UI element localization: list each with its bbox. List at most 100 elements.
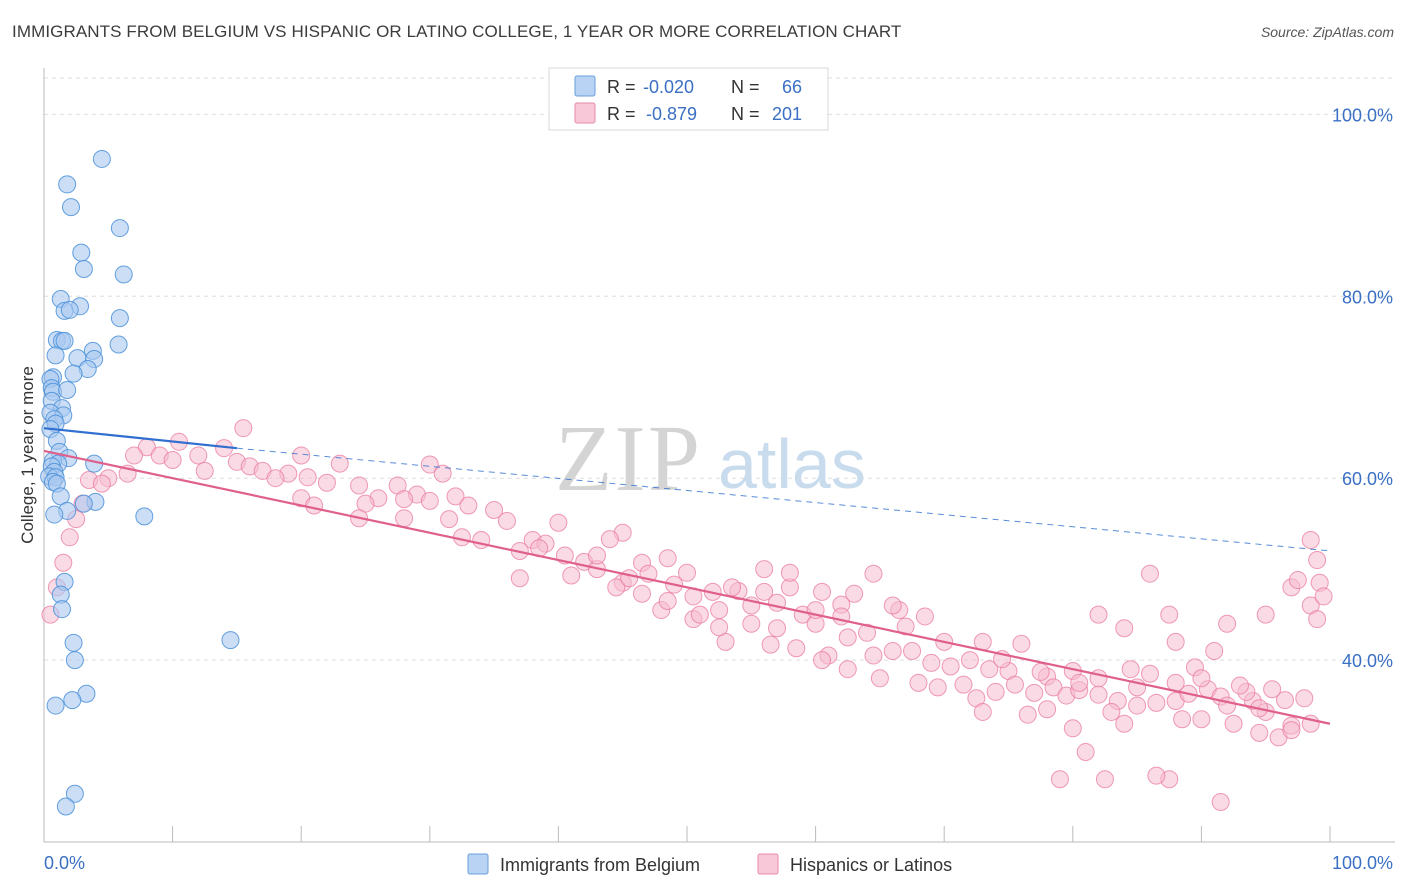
trendline-belgium-extension [236, 447, 1331, 552]
watermark-atlas: atlas [718, 425, 866, 503]
data-point-hispanics [1147, 693, 1166, 712]
legend-bottom-swatch-pink [757, 853, 779, 875]
data-point-hispanics [928, 678, 947, 697]
data-point-hispanics [1211, 792, 1230, 811]
data-point-hispanics [433, 464, 452, 483]
data-point-hispanics [658, 549, 677, 568]
y-tick-label: 40.0% [1342, 651, 1393, 671]
watermark-zip: ZIP [555, 407, 702, 511]
data-point-hispanics [1038, 700, 1057, 719]
legend-r-label-1: R = [607, 77, 636, 97]
data-point-hispanics [1050, 770, 1069, 789]
data-point-hispanics [1140, 664, 1159, 683]
data-point-hispanics [420, 491, 439, 510]
trendline-hispanics [43, 449, 1331, 725]
data-point-hispanics [459, 496, 478, 515]
data-point-hispanics [858, 623, 877, 642]
y-tick-label: 100.0% [1332, 105, 1393, 125]
data-point-hispanics [420, 455, 439, 474]
data-point-hispanics [1089, 685, 1108, 704]
data-point-hispanics [1012, 634, 1031, 653]
data-point-belgium [56, 797, 75, 816]
source-label: Source: ZipAtlas.com [1260, 24, 1394, 40]
data-point-belgium [60, 300, 79, 319]
data-point-belgium [64, 633, 83, 652]
data-point-hispanics [954, 675, 973, 694]
data-point-hispanics [292, 446, 311, 465]
data-point-hispanics [768, 619, 787, 638]
data-point-hispanics [92, 474, 111, 493]
data-point-belgium [53, 600, 72, 619]
data-point-hispanics [1275, 691, 1294, 710]
data-point-hispanics [915, 607, 934, 626]
legend-n-label-2: N = [731, 104, 760, 124]
data-point-hispanics [1095, 770, 1114, 789]
data-point-belgium [62, 198, 81, 217]
data-point-hispanics [1256, 605, 1275, 624]
data-point-hispanics [497, 511, 516, 530]
data-point-hispanics [1218, 614, 1237, 633]
data-point-hispanics [1005, 675, 1024, 694]
data-point-hispanics [813, 651, 832, 670]
data-point-hispanics [1115, 714, 1134, 733]
x-tick-label-min: 0.0% [44, 853, 85, 873]
data-point-hispanics [1025, 683, 1044, 702]
data-point-hispanics [1115, 619, 1134, 638]
data-point-belgium [65, 784, 84, 803]
chart-title: IMMIGRANTS FROM BELGIUM VS HISPANIC OR L… [12, 22, 902, 41]
data-point-hispanics [1263, 680, 1282, 699]
y-tick-label: 60.0% [1342, 469, 1393, 489]
data-point-belgium [109, 335, 128, 354]
data-point-hispanics [1288, 571, 1307, 590]
data-point-hispanics [980, 660, 999, 679]
legend-series: Immigrants from Belgium Hispanics or Lat… [467, 853, 952, 875]
data-point-hispanics [710, 601, 729, 620]
data-point-hispanics [266, 469, 285, 488]
y-axis-label: College, 1 year or more [18, 366, 37, 544]
data-point-hispanics [1250, 723, 1269, 742]
data-point-hispanics [446, 487, 465, 506]
data-point-hispanics [742, 614, 761, 633]
data-point-hispanics [395, 509, 414, 528]
data-point-hispanics [562, 566, 581, 585]
data-point-hispanics [1070, 673, 1089, 692]
data-point-belgium [46, 346, 65, 365]
data-point-hispanics [1140, 564, 1159, 583]
data-point-hispanics [1308, 551, 1327, 570]
x-tick-label-max: 100.0% [1332, 853, 1393, 873]
legend-n-value-1: 66 [782, 77, 802, 97]
data-point-hispanics [600, 530, 619, 549]
data-point-hispanics [305, 496, 324, 515]
data-point-hispanics [761, 635, 780, 654]
data-point-hispanics [903, 642, 922, 660]
data-point-belgium [74, 494, 93, 513]
legend-bottom-swatch-blue [467, 853, 489, 875]
data-point-hispanics [330, 454, 349, 473]
data-point-belgium [55, 331, 74, 350]
data-point-hispanics [755, 582, 774, 601]
data-point-hispanics [787, 639, 806, 658]
data-point-hispanics [723, 578, 742, 597]
series-belgium-points [40, 149, 240, 816]
legend-series-hispanics: Hispanics or Latinos [790, 855, 952, 875]
data-point-hispanics [1173, 710, 1192, 729]
data-point-hispanics [1205, 642, 1224, 660]
data-point-belgium [72, 243, 91, 262]
legend-n-value-2: 201 [772, 104, 802, 124]
data-point-hispanics [549, 513, 568, 532]
data-point-belgium [65, 651, 84, 670]
data-point-hispanics [189, 446, 208, 465]
data-point-hispanics [1076, 742, 1095, 761]
data-point-hispanics [658, 591, 677, 610]
data-point-belgium [63, 691, 82, 710]
legend-series-belgium: Immigrants from Belgium [500, 855, 700, 875]
data-point-hispanics [607, 578, 626, 597]
tick-labels: 40.0% 60.0% 80.0% 100.0% 0.0% 100.0% [44, 105, 1393, 873]
y-tick-label: 80.0% [1342, 287, 1393, 307]
data-point-hispanics [1160, 605, 1179, 624]
data-point-hispanics [620, 569, 639, 588]
axes [43, 68, 1395, 843]
data-point-hispanics [195, 461, 214, 480]
data-point-hispanics [60, 528, 79, 547]
